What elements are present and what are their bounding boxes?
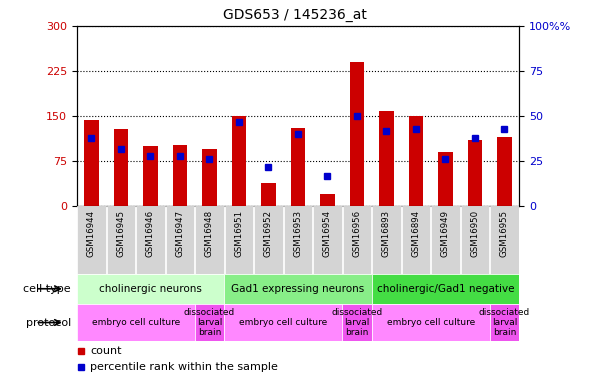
Text: GSM16951: GSM16951 xyxy=(234,210,244,257)
Bar xyxy=(173,145,188,206)
Bar xyxy=(313,206,342,274)
Bar xyxy=(77,274,224,304)
Text: Gad1 expressing neurons: Gad1 expressing neurons xyxy=(231,284,365,294)
Bar xyxy=(431,206,460,274)
Text: cell type: cell type xyxy=(23,284,71,294)
Text: GSM16944: GSM16944 xyxy=(87,210,96,257)
Text: GSM16949: GSM16949 xyxy=(441,210,450,256)
Text: GSM16954: GSM16954 xyxy=(323,210,332,257)
Text: GSM16950: GSM16950 xyxy=(470,210,480,257)
Bar xyxy=(349,62,365,206)
Bar xyxy=(408,116,424,206)
Bar xyxy=(320,194,335,206)
Text: embryo cell culture: embryo cell culture xyxy=(91,318,180,327)
Bar xyxy=(224,274,372,304)
Bar xyxy=(232,116,247,206)
Text: count: count xyxy=(90,346,122,356)
Bar xyxy=(166,206,194,274)
Text: GSM16956: GSM16956 xyxy=(352,210,362,257)
Text: GSM16946: GSM16946 xyxy=(146,210,155,257)
Bar xyxy=(284,206,312,274)
Bar xyxy=(342,304,372,341)
Bar xyxy=(438,152,453,206)
Text: GSM16894: GSM16894 xyxy=(411,210,421,257)
Bar xyxy=(490,206,519,274)
Bar xyxy=(261,183,276,206)
Text: dissociated
larval
brain: dissociated larval brain xyxy=(332,308,382,338)
Text: percentile rank within the sample: percentile rank within the sample xyxy=(90,362,278,372)
Bar xyxy=(372,206,401,274)
Text: dissociated
larval
brain: dissociated larval brain xyxy=(479,308,530,338)
Text: cholinergic/Gad1 negative: cholinergic/Gad1 negative xyxy=(376,284,514,294)
Text: cholinergic neurons: cholinergic neurons xyxy=(99,284,202,294)
Text: GSM16947: GSM16947 xyxy=(175,210,185,257)
Text: GDS653 / 145236_at: GDS653 / 145236_at xyxy=(223,8,367,21)
Bar xyxy=(202,149,217,206)
Bar xyxy=(195,206,224,274)
Bar xyxy=(291,128,306,206)
Bar xyxy=(107,206,135,274)
Bar xyxy=(468,140,483,206)
Bar xyxy=(254,206,283,274)
Text: GSM16893: GSM16893 xyxy=(382,210,391,257)
Text: GSM16952: GSM16952 xyxy=(264,210,273,257)
Bar xyxy=(490,304,519,341)
Bar xyxy=(136,206,165,274)
Bar xyxy=(461,206,489,274)
Text: GSM16955: GSM16955 xyxy=(500,210,509,257)
Text: embryo cell culture: embryo cell culture xyxy=(239,318,327,327)
Text: GSM16953: GSM16953 xyxy=(293,210,303,257)
Bar xyxy=(77,304,195,341)
Bar xyxy=(379,111,394,206)
Bar xyxy=(402,206,430,274)
Bar xyxy=(497,137,512,206)
Bar xyxy=(225,206,253,274)
Bar xyxy=(343,206,371,274)
Bar xyxy=(77,206,106,274)
Text: GSM16948: GSM16948 xyxy=(205,210,214,257)
Bar xyxy=(143,146,158,206)
Bar xyxy=(372,304,490,341)
Text: embryo cell culture: embryo cell culture xyxy=(386,318,475,327)
Bar xyxy=(113,129,129,206)
Text: GSM16945: GSM16945 xyxy=(116,210,126,257)
Text: protocol: protocol xyxy=(25,318,71,327)
Bar xyxy=(195,304,224,341)
Text: dissociated
larval
brain: dissociated larval brain xyxy=(184,308,235,338)
Bar xyxy=(372,274,519,304)
Bar xyxy=(84,120,99,206)
Bar xyxy=(224,304,342,341)
